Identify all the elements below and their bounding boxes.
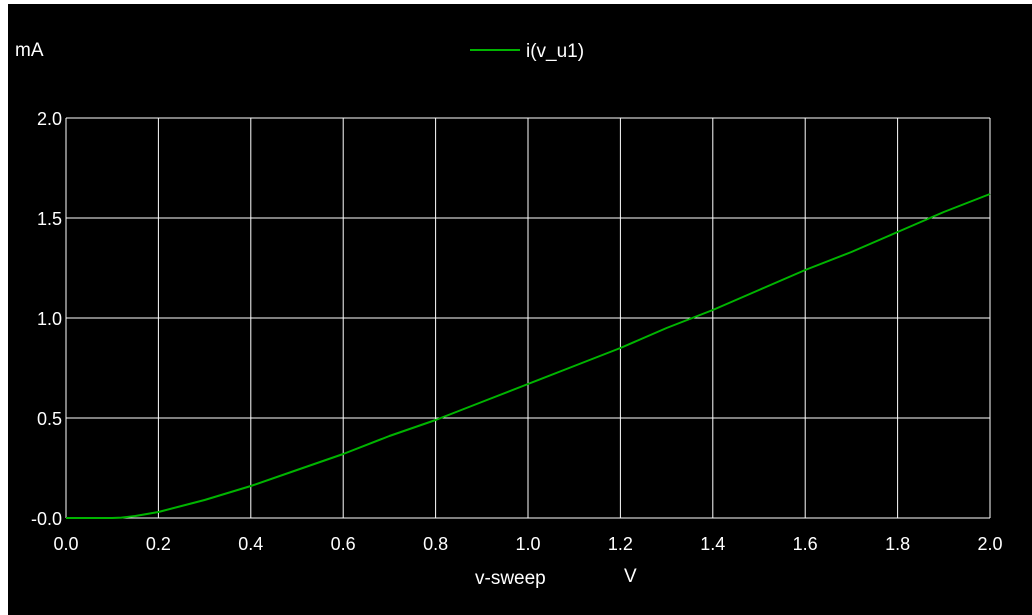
tick-layer: 0.0 0.2 0.4 0.6 0.8 1.0 1.2 1.4 1.6 1.8 2.0 -0.0 0.5… [31, 109, 1003, 554]
x-tick-label-7: 1.4 [700, 534, 725, 554]
x-axis-title: v-sweep [475, 568, 546, 589]
y-tick-label-0: -0.0 [31, 509, 62, 529]
x-tick-label-9: 1.8 [885, 534, 910, 554]
x-tick-label-2: 0.4 [238, 534, 263, 554]
y-tick-label-2: 1.0 [37, 309, 62, 329]
y-tick-label-3: 1.5 [37, 209, 62, 229]
iv-chart: 0.0 0.2 0.4 0.6 0.8 1.0 1.2 1.4 1.6 1.8 2.0 -0.0 0.5… [8, 4, 1032, 615]
chart-background [8, 4, 1032, 615]
x-tick-label-3: 0.6 [331, 534, 356, 554]
legend: i(v_u1) [470, 41, 584, 62]
x-unit-label: V [624, 566, 637, 587]
x-tick-label-6: 1.2 [608, 534, 633, 554]
grid [65, 117, 991, 519]
y-tick-label-1: 0.5 [37, 409, 62, 429]
x-tick-label-0: 0.0 [53, 534, 78, 554]
x-tick-label-4: 0.8 [423, 534, 448, 554]
legend-label-i-v-u1: i(v_u1) [526, 41, 584, 62]
x-tick-label-10: 2.0 [977, 534, 1002, 554]
x-tick-label-8: 1.6 [793, 534, 818, 554]
series-layer [66, 193, 991, 519]
x-tick-label-5: 1.0 [515, 534, 540, 554]
y-tick-label-4: 2.0 [37, 109, 62, 129]
plot-window: 0.0 0.2 0.4 0.6 0.8 1.0 1.2 1.4 1.6 1.8 2.0 -0.0 0.5… [8, 4, 1032, 615]
series-line-0 [66, 193, 991, 519]
x-tick-label-1: 0.2 [146, 534, 171, 554]
y-unit-label: mA [15, 40, 44, 61]
